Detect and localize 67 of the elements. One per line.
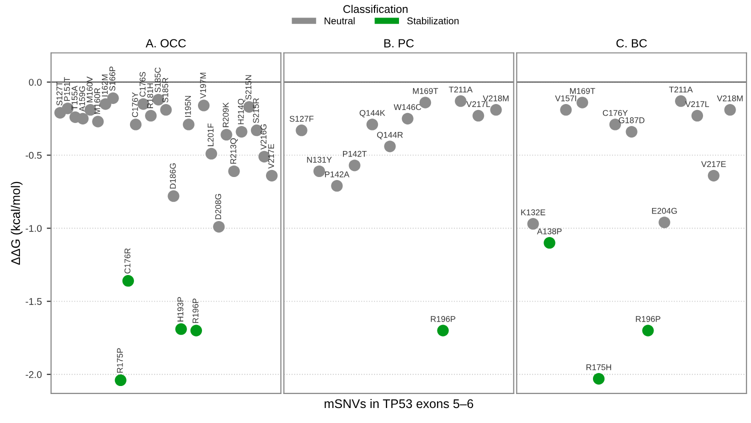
category-label: A138P (537, 228, 562, 234)
category-label: R181H (147, 84, 154, 108)
category-label: D186G (170, 163, 176, 188)
category-label: N131Y (307, 156, 332, 163)
category-label: G187D (618, 117, 644, 124)
category-label: H214Q (238, 98, 246, 124)
category-label: S215N (245, 75, 252, 100)
category-label: Q144R (377, 132, 403, 140)
category-label: V218M (716, 95, 743, 102)
category-label: C176S (140, 72, 146, 97)
category-label: V197M (200, 72, 206, 99)
category-label: M169T (413, 88, 438, 94)
category-label: P142T (342, 150, 367, 157)
category-label: C176R (124, 248, 130, 274)
category-label: R209K (222, 102, 229, 128)
y-tick-label: -1.0 (26, 224, 42, 232)
y-tick-label: -0.5 (26, 152, 42, 159)
y-tick-label: -1.5 (26, 298, 42, 305)
category-label: S127T (56, 81, 62, 106)
category-label: T211A (448, 86, 473, 92)
category-label: S185R (162, 78, 168, 103)
category-label: K132E (521, 209, 546, 216)
category-label: V216G (260, 124, 266, 150)
category-label: A159G (79, 86, 86, 112)
category-label: V218M (482, 95, 509, 102)
category-label: V157I (555, 95, 576, 102)
category-label: I162M (102, 74, 108, 96)
category-label: P151T (64, 77, 70, 101)
category-label: S166P (109, 66, 116, 91)
category-label: M160R (94, 88, 100, 114)
category-label: M160V (86, 76, 93, 102)
category-label: D208G (215, 194, 222, 220)
category-label: R196P (636, 316, 660, 322)
category-label: H193P (177, 297, 184, 322)
chart-title: B. PC (384, 39, 414, 48)
category-label: S215R (253, 98, 259, 124)
category-label: W146C (394, 104, 422, 110)
category-label: V217E (701, 161, 726, 167)
category-label: V217L (685, 101, 710, 108)
y-axis-title: ΔΔG (kcal/mol) (10, 182, 23, 265)
category-label: V217E (268, 144, 274, 169)
category-label: R213Q (230, 138, 238, 164)
x-axis-title: mSNVs in TP53 exons 5–6 (324, 398, 474, 408)
category-label: R196P (192, 298, 198, 323)
category-label: I195N (184, 96, 191, 117)
category-label: C176Y (132, 92, 138, 118)
y-tick-label: 0.0 (28, 78, 42, 86)
category-label: S185C (154, 68, 161, 92)
category-label: P142A (325, 171, 350, 178)
chart-title: A. OCC (146, 39, 186, 48)
category-label: M169T (570, 88, 596, 94)
category-label: R175H (586, 364, 612, 370)
category-label: R196P (430, 316, 456, 322)
category-label: C176Y (602, 110, 628, 116)
category-label: Q144K (360, 110, 386, 118)
category-label: L201F (208, 123, 214, 146)
category-label: S127F (290, 116, 314, 122)
y-tick-label: -2.0 (26, 371, 42, 378)
chart-title: C. BC (616, 39, 647, 48)
legend-label: Neutral (324, 17, 355, 24)
category-label: E204G (652, 208, 677, 214)
legend-label: Stabilization (407, 17, 459, 24)
category-label: T211A (669, 86, 693, 92)
legend-title: Classification (343, 4, 408, 14)
category-label: V217L (466, 101, 490, 108)
category-label: T155A (72, 86, 78, 110)
category-label: R175P (117, 348, 123, 373)
